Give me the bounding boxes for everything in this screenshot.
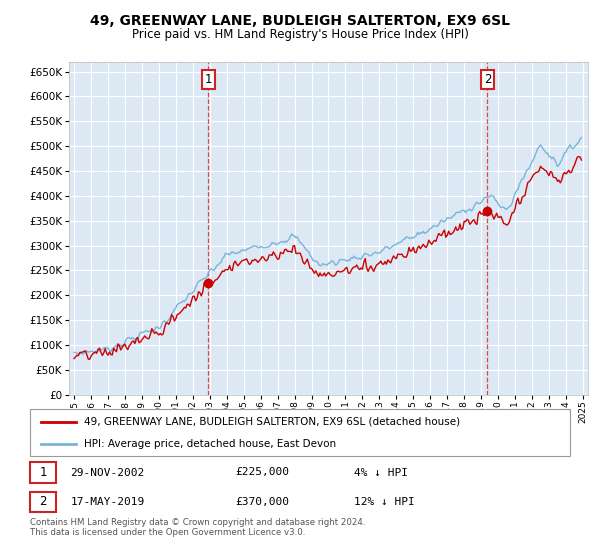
Text: 1: 1 [205,73,212,86]
FancyBboxPatch shape [30,492,56,512]
Text: 1: 1 [39,466,47,479]
Text: 29-NOV-2002: 29-NOV-2002 [71,468,145,478]
Text: 4% ↓ HPI: 4% ↓ HPI [354,468,408,478]
Text: £370,000: £370,000 [235,497,289,507]
Text: 49, GREENWAY LANE, BUDLEIGH SALTERTON, EX9 6SL (detached house): 49, GREENWAY LANE, BUDLEIGH SALTERTON, E… [84,417,460,427]
Text: Price paid vs. HM Land Registry's House Price Index (HPI): Price paid vs. HM Land Registry's House … [131,28,469,41]
Text: 17-MAY-2019: 17-MAY-2019 [71,497,145,507]
FancyBboxPatch shape [30,409,570,456]
FancyBboxPatch shape [30,463,56,483]
Text: HPI: Average price, detached house, East Devon: HPI: Average price, detached house, East… [84,438,336,449]
Text: 49, GREENWAY LANE, BUDLEIGH SALTERTON, EX9 6SL: 49, GREENWAY LANE, BUDLEIGH SALTERTON, E… [90,14,510,28]
Text: 2: 2 [484,73,491,86]
Text: £225,000: £225,000 [235,468,289,478]
Text: Contains HM Land Registry data © Crown copyright and database right 2024.
This d: Contains HM Land Registry data © Crown c… [30,518,365,538]
Text: 12% ↓ HPI: 12% ↓ HPI [354,497,415,507]
Text: 2: 2 [39,495,47,508]
